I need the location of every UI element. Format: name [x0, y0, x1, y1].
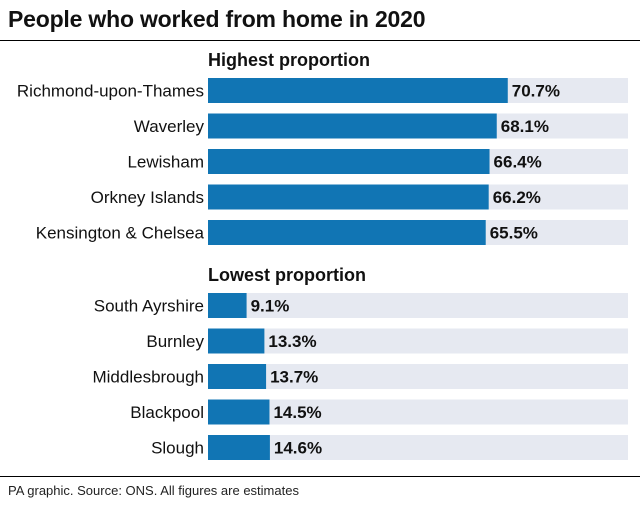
bar	[208, 113, 497, 139]
value-label: 14.6%	[274, 439, 322, 458]
bar	[208, 220, 486, 245]
value-label: 68.1%	[501, 117, 549, 136]
section-title: Highest proportion	[208, 50, 370, 70]
value-label: 13.7%	[270, 368, 318, 387]
bar	[208, 328, 265, 354]
category-label: Orkney Islands	[91, 188, 204, 207]
category-label: Waverley	[134, 117, 205, 136]
bar-track	[208, 293, 628, 318]
bar-track	[208, 364, 628, 389]
value-label: 66.4%	[494, 153, 542, 172]
source-footer: PA graphic. Source: ONS. All figures are…	[8, 483, 299, 498]
category-label: Lewisham	[127, 153, 204, 172]
bar	[208, 399, 270, 425]
bar-track	[208, 328, 628, 354]
bottom-rule	[0, 476, 640, 477]
bar	[208, 293, 247, 318]
value-label: 70.7%	[512, 82, 560, 101]
bar	[208, 435, 270, 460]
value-label: 9.1%	[251, 297, 290, 316]
value-label: 13.3%	[268, 332, 316, 351]
chart-title: People who worked from home in 2020	[8, 6, 426, 32]
category-label: Richmond-upon-Thames	[17, 82, 204, 101]
value-label: 14.5%	[273, 403, 321, 422]
category-label: Slough	[151, 439, 204, 458]
section-title: Lowest proportion	[208, 265, 366, 285]
top-rule	[0, 40, 640, 41]
category-label: Kensington & Chelsea	[36, 224, 205, 243]
bar	[208, 364, 267, 389]
bar-track	[208, 435, 628, 460]
value-label: 66.2%	[493, 188, 541, 207]
bar	[208, 184, 489, 210]
bar	[208, 149, 490, 174]
bar	[208, 78, 508, 103]
category-label: Blackpool	[130, 403, 204, 422]
value-label: 65.5%	[490, 224, 538, 243]
category-label: Middlesbrough	[92, 368, 204, 387]
bar-track	[208, 399, 628, 425]
category-label: South Ayrshire	[94, 297, 204, 316]
category-label: Burnley	[146, 332, 204, 351]
